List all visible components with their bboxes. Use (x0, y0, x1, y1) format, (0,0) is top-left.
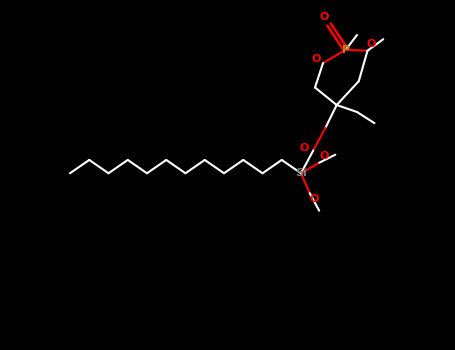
Text: O: O (311, 55, 321, 64)
Text: O: O (309, 195, 319, 204)
Text: P: P (342, 45, 350, 55)
Text: Si: Si (295, 168, 307, 178)
Text: O: O (366, 40, 376, 49)
Text: O: O (319, 152, 329, 161)
Text: O: O (320, 12, 329, 22)
Text: O: O (300, 143, 309, 153)
